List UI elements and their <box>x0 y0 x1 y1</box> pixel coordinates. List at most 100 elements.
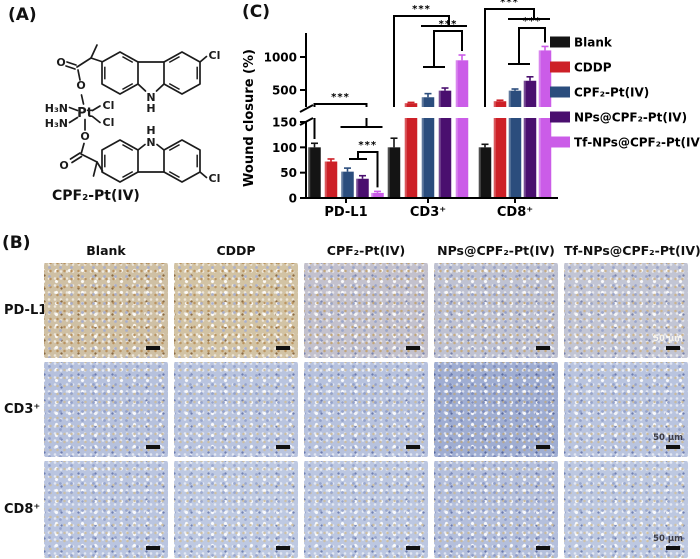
scale-bar <box>276 546 290 550</box>
bar-highlight <box>508 90 511 198</box>
bar-PD-L1-Tf-NPs@CPF₂-Pt(IV) <box>371 192 384 198</box>
y-tick-label: 150 <box>272 115 297 129</box>
ihc-image-CD3⁺-Blank <box>44 362 168 457</box>
sig-bracket-inner-CD8⁺ <box>518 27 546 64</box>
scale-bar <box>666 546 680 550</box>
aromatic-double-bond <box>168 82 180 91</box>
ihc-image-PD-L1-CDDP <box>174 263 298 358</box>
atom-cl-ring-top: Cl <box>209 49 221 62</box>
sig-stars-outer: *** <box>500 0 519 8</box>
ihc-image-PD-L1-CPF₂-Pt(IV) <box>304 263 428 358</box>
y-tick-label: 500 <box>272 84 297 98</box>
aromatic-double-bond <box>122 82 134 91</box>
bar-highlight <box>341 171 344 198</box>
legend-swatch-NPs@CPF₂-Pt(IV) <box>550 111 570 123</box>
scale-bar <box>666 445 680 449</box>
scale-bar <box>666 346 680 350</box>
y-tick-label: 100 <box>272 141 297 155</box>
bar-highlight <box>478 147 481 198</box>
atom-cl-pt-bottom: Cl <box>103 116 115 129</box>
panel-c-label: (C) <box>242 2 271 22</box>
legend-swatch-Blank <box>550 36 570 48</box>
bar-CD8⁺-Blank <box>478 147 492 198</box>
aromatic-double-bond <box>122 55 134 64</box>
bar-highlight <box>387 147 390 198</box>
scale-bar-label: 50 μm <box>653 334 683 344</box>
bar-highlight <box>421 97 424 198</box>
atom-cl-ring-bottom: Cl <box>209 172 221 185</box>
atom-h-bottom-carbazole: H <box>146 124 155 137</box>
row-label-CD8⁺: CD8⁺ <box>4 501 41 517</box>
column-header-CDDP: CDDP <box>216 243 256 258</box>
y-axis-title: Wound closure (%) <box>242 49 257 187</box>
ihc-image-CD8⁺-CDDP <box>174 461 298 558</box>
sig-stars-inner: *** <box>523 16 542 27</box>
scale-bar <box>406 445 420 449</box>
ihc-image-PD-L1-Tf-NPs@CPF₂-Pt(IV): 50 μm <box>564 263 688 358</box>
ihc-image-PD-L1-Blank <box>44 263 168 358</box>
aromatic-rings <box>101 51 201 183</box>
ihc-image-CD3⁺-NPs@CPF₂-Pt(IV) <box>434 362 558 457</box>
sig-bracket-inner-PD-L1 <box>357 151 379 188</box>
sig-stars-outer: *** <box>331 92 350 103</box>
bar-highlight <box>404 103 407 198</box>
scale-bar <box>406 546 420 550</box>
aromatic-double-bond <box>122 143 134 152</box>
legend-swatch-CPF₂-Pt(IV) <box>550 86 570 98</box>
carbazole-top-left-ring <box>101 51 139 95</box>
legend-label: Blank <box>574 36 613 50</box>
atom-amine-bottom: H₃N <box>45 117 68 130</box>
scale-bar <box>406 346 420 350</box>
bar-CD3⁺-Tf-NPs@CPF₂-Pt(IV) <box>455 60 469 198</box>
scale-bar <box>536 445 550 449</box>
x-category-label: CD3⁺ <box>410 205 446 220</box>
y-tick-label: 50 <box>280 166 297 180</box>
sig-bracket-inner-CD3⁺ <box>433 30 463 67</box>
legend-label: CDDP <box>574 61 612 75</box>
atom-o-carbonyl-top: O <box>56 56 65 69</box>
legend-swatch-CDDP <box>550 61 570 73</box>
bar-highlight <box>438 90 441 198</box>
sig-bracket-outer-CD8⁺ <box>484 8 535 118</box>
bar-highlight <box>371 192 374 198</box>
bar-CD3⁺-CPF₂-Pt(IV) <box>421 97 435 198</box>
atom-pt: Pt <box>77 106 93 121</box>
sig-stars-inner: *** <box>358 140 377 151</box>
scale-bar-label: 50 μm <box>653 433 683 443</box>
atom-amine-top: H₃N <box>45 102 68 115</box>
bar-PD-L1-CPF₂-Pt(IV) <box>341 171 354 198</box>
legend-label: NPs@CPF₂-Pt(IV) <box>574 111 687 125</box>
sig-bracket-outer-CD3⁺ <box>393 15 450 118</box>
column-header-Tf-NPs@CPF₂-Pt(IV): Tf-NPs@CPF₂-Pt(IV) <box>564 243 700 258</box>
atom-o-carbonyl-bottom: O <box>59 159 68 172</box>
x-category-label: PD-L1 <box>324 205 367 220</box>
atom-o-ester-bottom: O <box>80 130 89 143</box>
scale-bar <box>146 346 160 350</box>
panel-b-label: (B) <box>2 233 31 253</box>
bar-CD3⁺-Blank <box>387 147 401 198</box>
bond-lines <box>65 44 208 179</box>
ihc-image-PD-L1-NPs@CPF₂-Pt(IV) <box>434 263 558 358</box>
legend-swatch-Tf-NPs@CPF₂-Pt(IV) <box>550 136 570 148</box>
carbazole-bottom-right-ring <box>163 139 201 183</box>
row-label-CD3⁺: CD3⁺ <box>4 401 41 417</box>
atom-labels: O O Pt H₃N H₃N Cl Cl O O N H H N Cl Cl <box>45 49 221 185</box>
bar-CD8⁺-CDDP <box>493 101 507 198</box>
aromatic-double-bond <box>168 170 180 179</box>
chemical-structure-cpf2-ptiv: O O Pt H₃N H₃N Cl Cl O O N H H N Cl Cl <box>45 44 221 185</box>
column-header-CPF₂-Pt(IV): CPF₂-Pt(IV) <box>326 243 406 258</box>
sig-stars-inner: *** <box>439 19 458 30</box>
scale-bar <box>146 546 160 550</box>
bar-PD-L1-CDDP <box>324 161 338 198</box>
bar-highlight <box>538 50 541 199</box>
bar-CD8⁺-Tf-NPs@CPF₂-Pt(IV) <box>538 50 552 199</box>
scale-bar <box>146 445 160 449</box>
atom-n-bottom-carbazole: N <box>146 136 155 149</box>
bar-highlight <box>493 101 496 198</box>
axis-break-band <box>308 107 558 118</box>
scale-bar <box>276 445 290 449</box>
ihc-image-CD8⁺-Blank <box>44 461 168 558</box>
carbazole-top-right-ring <box>163 51 201 95</box>
ihc-image-CD8⁺-Tf-NPs@CPF₂-Pt(IV): 50 μm <box>564 461 688 558</box>
